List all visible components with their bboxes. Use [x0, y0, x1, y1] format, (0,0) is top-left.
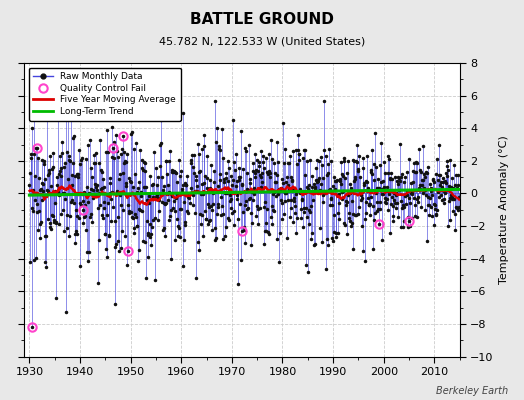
Text: BATTLE GROUND: BATTLE GROUND	[190, 12, 334, 27]
Y-axis label: Temperature Anomaly (°C): Temperature Anomaly (°C)	[499, 136, 509, 284]
Text: 45.782 N, 122.533 W (United States): 45.782 N, 122.533 W (United States)	[159, 36, 365, 46]
Legend: Raw Monthly Data, Quality Control Fail, Five Year Moving Average, Long-Term Tren: Raw Monthly Data, Quality Control Fail, …	[29, 68, 181, 121]
Text: Berkeley Earth: Berkeley Earth	[436, 386, 508, 396]
